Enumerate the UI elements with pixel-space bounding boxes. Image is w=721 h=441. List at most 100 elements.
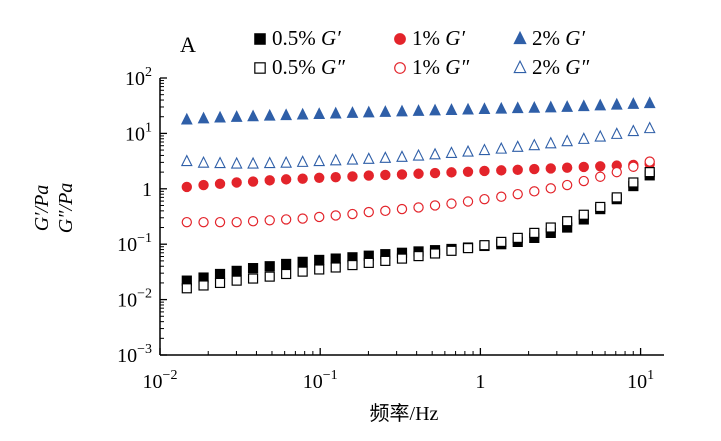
data-point — [264, 175, 275, 186]
data-point — [214, 268, 226, 280]
data-point — [462, 144, 474, 157]
legend-item: 2% G′ — [513, 26, 585, 50]
data-point — [362, 105, 375, 118]
data-point — [396, 104, 408, 117]
y-tick-label: 102 — [125, 65, 152, 90]
data-point — [628, 161, 639, 172]
data-point — [545, 222, 556, 233]
data-point — [628, 177, 639, 188]
data-point — [528, 138, 541, 151]
data-point — [214, 216, 226, 228]
data-point — [280, 214, 292, 225]
x-tick-label: 101 — [627, 368, 654, 393]
y-tick-label: 1 — [142, 179, 152, 201]
legend-label: 2% G″ — [532, 55, 589, 79]
data-point — [346, 106, 359, 118]
data-point — [330, 253, 341, 264]
data-point — [313, 107, 326, 119]
legend-marker — [513, 59, 527, 74]
data-point — [379, 105, 392, 117]
data-point — [611, 166, 622, 178]
data-point — [429, 200, 441, 211]
data-point — [545, 183, 556, 194]
data-point — [231, 216, 242, 228]
data-point — [462, 102, 474, 115]
data-point — [363, 170, 374, 181]
data-point — [380, 205, 391, 217]
data-point — [180, 112, 193, 125]
legend-item: 1% G″ — [394, 55, 469, 79]
data-point — [610, 97, 623, 110]
data-point — [280, 174, 292, 185]
data-point — [297, 173, 308, 184]
legend-label: 0.5% G′ — [272, 26, 341, 50]
series-4 — [181, 156, 655, 228]
data-point — [643, 121, 656, 134]
data-point — [429, 147, 441, 160]
data-point — [231, 275, 242, 286]
legend-item: 1% G′ — [394, 26, 465, 50]
data-point — [314, 254, 325, 266]
data-point — [214, 110, 226, 123]
data-point — [214, 156, 226, 169]
data-point — [412, 104, 425, 116]
data-point — [247, 216, 259, 227]
series-3 — [181, 167, 655, 294]
series-0 — [181, 170, 655, 286]
data-point — [496, 165, 507, 176]
data-point — [263, 108, 276, 121]
data-point — [214, 178, 226, 190]
x-tick-label: 10−2 — [143, 368, 178, 393]
y-axis-label-line1: G′/Pa — [31, 185, 53, 232]
legend-marker — [513, 30, 527, 45]
data-point — [544, 136, 557, 149]
data-point — [264, 271, 275, 282]
data-point — [231, 177, 242, 188]
data-point — [380, 169, 391, 181]
data-point — [296, 107, 309, 120]
data-point — [446, 198, 457, 209]
data-point — [445, 146, 458, 158]
legend-label: 1% G′ — [412, 26, 465, 50]
data-point — [297, 213, 308, 224]
data-point — [445, 103, 458, 115]
data-point — [330, 171, 341, 183]
data-point — [611, 192, 622, 203]
series-2 — [180, 96, 656, 125]
data-point — [180, 154, 193, 167]
data-point — [198, 280, 209, 291]
data-point — [429, 167, 441, 179]
data-point — [247, 273, 259, 284]
data-point — [578, 175, 589, 187]
data-point — [561, 179, 573, 191]
data-point — [529, 227, 540, 238]
x-tick-label: 1 — [475, 371, 485, 393]
y-tick-label: 10−1 — [117, 231, 152, 256]
data-point — [362, 152, 375, 164]
data-point — [545, 163, 556, 174]
y-tick-label: 101 — [125, 120, 152, 145]
data-point — [197, 111, 210, 124]
data-point — [230, 156, 243, 169]
data-point — [462, 196, 474, 207]
data-point — [363, 206, 374, 218]
legend-marker — [394, 62, 406, 74]
data-point — [495, 141, 508, 154]
data-point — [577, 132, 590, 144]
data-point — [594, 98, 607, 111]
y-tick-label: 10−3 — [117, 342, 152, 367]
data-point — [478, 102, 491, 115]
data-point — [544, 100, 557, 113]
data-point — [247, 263, 259, 274]
data-point — [181, 216, 193, 228]
data-point — [329, 106, 342, 119]
data-point — [496, 191, 507, 202]
data-point — [230, 110, 243, 122]
data-point — [347, 171, 358, 182]
data-point — [446, 245, 457, 256]
data-point — [263, 156, 276, 169]
x-axis-label: 频率/Hz — [370, 402, 439, 425]
x-tick-label: 10−1 — [303, 368, 338, 393]
